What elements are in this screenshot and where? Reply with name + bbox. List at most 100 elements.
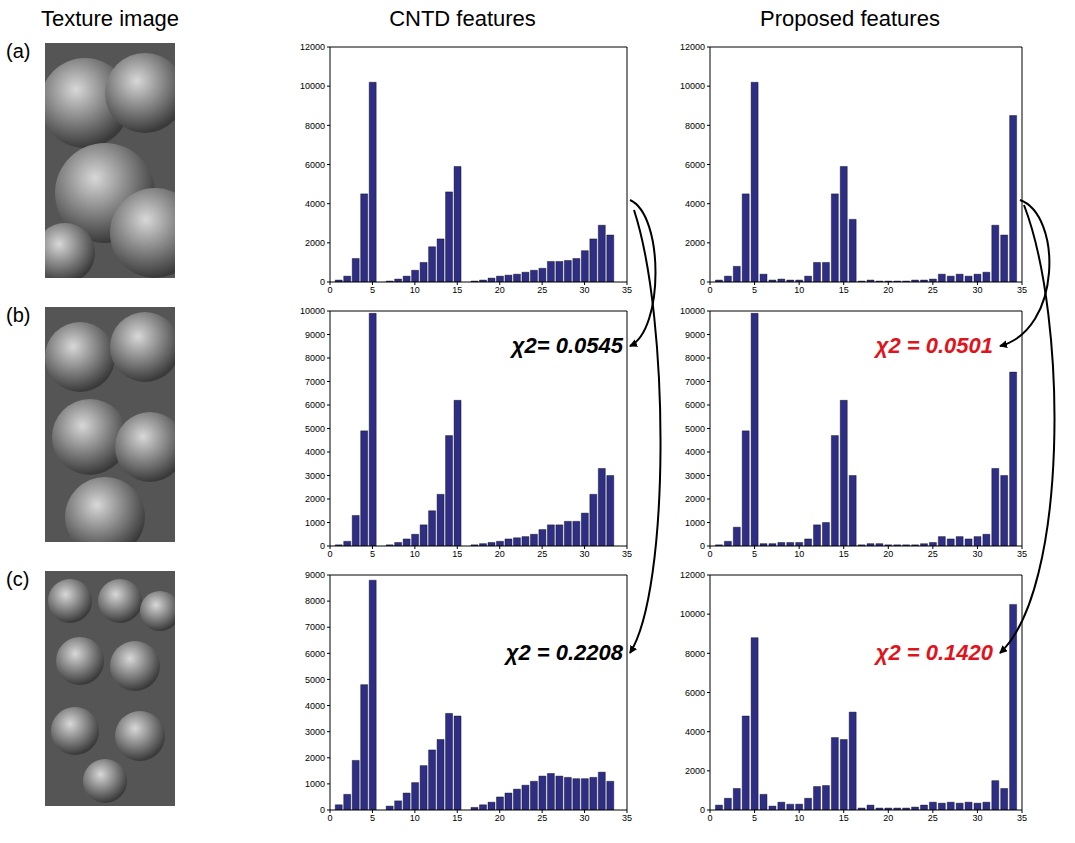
svg-text:5: 5 xyxy=(752,285,757,295)
svg-text:20: 20 xyxy=(495,549,505,559)
svg-text:4000: 4000 xyxy=(685,727,705,737)
svg-text:20: 20 xyxy=(495,285,505,295)
svg-text:5: 5 xyxy=(370,549,375,559)
svg-text:30: 30 xyxy=(972,813,982,823)
svg-text:1000: 1000 xyxy=(305,518,325,528)
svg-text:0: 0 xyxy=(320,805,325,815)
svg-text:35: 35 xyxy=(622,285,632,295)
svg-text:4000: 4000 xyxy=(305,447,325,457)
svg-text:10: 10 xyxy=(410,285,420,295)
svg-text:0: 0 xyxy=(327,813,332,823)
svg-text:25: 25 xyxy=(928,549,938,559)
svg-text:25: 25 xyxy=(537,813,547,823)
svg-text:6000: 6000 xyxy=(685,160,705,170)
svg-text:35: 35 xyxy=(622,813,632,823)
svg-text:12000: 12000 xyxy=(300,42,325,52)
svg-text:0: 0 xyxy=(327,549,332,559)
svg-text:0: 0 xyxy=(320,277,325,287)
svg-text:30: 30 xyxy=(972,285,982,295)
svg-text:15: 15 xyxy=(839,549,849,559)
svg-text:2000: 2000 xyxy=(305,753,325,763)
svg-text:10000: 10000 xyxy=(680,306,705,316)
svg-text:25: 25 xyxy=(537,549,547,559)
svg-text:0: 0 xyxy=(707,813,712,823)
svg-text:20: 20 xyxy=(883,285,893,295)
svg-text:15: 15 xyxy=(839,285,849,295)
svg-text:6000: 6000 xyxy=(305,649,325,659)
svg-text:30: 30 xyxy=(972,549,982,559)
svg-text:15: 15 xyxy=(452,285,462,295)
svg-text:25: 25 xyxy=(537,285,547,295)
svg-text:7000: 7000 xyxy=(305,377,325,387)
svg-text:0: 0 xyxy=(320,541,325,551)
svg-text:7000: 7000 xyxy=(685,377,705,387)
svg-text:35: 35 xyxy=(622,549,632,559)
svg-text:3000: 3000 xyxy=(685,471,705,481)
svg-text:15: 15 xyxy=(452,549,462,559)
svg-text:5: 5 xyxy=(370,813,375,823)
svg-text:5000: 5000 xyxy=(305,424,325,434)
svg-text:0: 0 xyxy=(327,285,332,295)
svg-text:0: 0 xyxy=(700,277,705,287)
svg-text:8000: 8000 xyxy=(305,121,325,131)
svg-text:0: 0 xyxy=(707,549,712,559)
svg-text:6000: 6000 xyxy=(305,400,325,410)
svg-text:7000: 7000 xyxy=(305,622,325,632)
svg-text:10000: 10000 xyxy=(680,81,705,91)
svg-text:10: 10 xyxy=(794,285,804,295)
svg-text:35: 35 xyxy=(1017,549,1027,559)
svg-text:10: 10 xyxy=(410,549,420,559)
svg-text:0: 0 xyxy=(707,285,712,295)
svg-text:6000: 6000 xyxy=(305,160,325,170)
svg-text:8000: 8000 xyxy=(685,649,705,659)
svg-text:1000: 1000 xyxy=(305,779,325,789)
svg-text:0: 0 xyxy=(700,805,705,815)
svg-text:4000: 4000 xyxy=(305,701,325,711)
svg-text:35: 35 xyxy=(1017,285,1027,295)
svg-text:9000: 9000 xyxy=(305,570,325,580)
svg-text:15: 15 xyxy=(839,813,849,823)
svg-text:2000: 2000 xyxy=(685,494,705,504)
svg-text:3000: 3000 xyxy=(305,727,325,737)
svg-text:6000: 6000 xyxy=(685,400,705,410)
svg-text:9000: 9000 xyxy=(685,330,705,340)
svg-text:2000: 2000 xyxy=(305,494,325,504)
svg-text:30: 30 xyxy=(580,813,590,823)
svg-text:10000: 10000 xyxy=(300,81,325,91)
svg-text:6000: 6000 xyxy=(685,688,705,698)
svg-text:2000: 2000 xyxy=(305,238,325,248)
svg-text:3000: 3000 xyxy=(305,471,325,481)
svg-text:4000: 4000 xyxy=(685,199,705,209)
svg-text:30: 30 xyxy=(580,285,590,295)
svg-text:0: 0 xyxy=(700,541,705,551)
svg-text:20: 20 xyxy=(883,813,893,823)
svg-text:8000: 8000 xyxy=(305,596,325,606)
svg-text:5: 5 xyxy=(370,285,375,295)
svg-text:25: 25 xyxy=(928,813,938,823)
svg-text:10: 10 xyxy=(410,813,420,823)
svg-text:2000: 2000 xyxy=(685,766,705,776)
svg-text:8000: 8000 xyxy=(305,353,325,363)
svg-text:20: 20 xyxy=(883,549,893,559)
svg-text:8000: 8000 xyxy=(685,353,705,363)
svg-text:5000: 5000 xyxy=(305,675,325,685)
svg-text:4000: 4000 xyxy=(685,447,705,457)
svg-text:10: 10 xyxy=(794,549,804,559)
svg-text:10000: 10000 xyxy=(300,306,325,316)
svg-text:25: 25 xyxy=(928,285,938,295)
svg-text:35: 35 xyxy=(1017,813,1027,823)
svg-text:5000: 5000 xyxy=(685,424,705,434)
svg-text:30: 30 xyxy=(580,549,590,559)
svg-text:5: 5 xyxy=(752,549,757,559)
svg-text:8000: 8000 xyxy=(685,121,705,131)
svg-text:4000: 4000 xyxy=(305,199,325,209)
svg-text:20: 20 xyxy=(495,813,505,823)
svg-text:2000: 2000 xyxy=(685,238,705,248)
svg-text:10: 10 xyxy=(794,813,804,823)
svg-text:9000: 9000 xyxy=(305,330,325,340)
svg-text:15: 15 xyxy=(452,813,462,823)
svg-text:12000: 12000 xyxy=(680,570,705,580)
svg-text:12000: 12000 xyxy=(680,42,705,52)
svg-text:10000: 10000 xyxy=(680,609,705,619)
svg-text:5: 5 xyxy=(752,813,757,823)
